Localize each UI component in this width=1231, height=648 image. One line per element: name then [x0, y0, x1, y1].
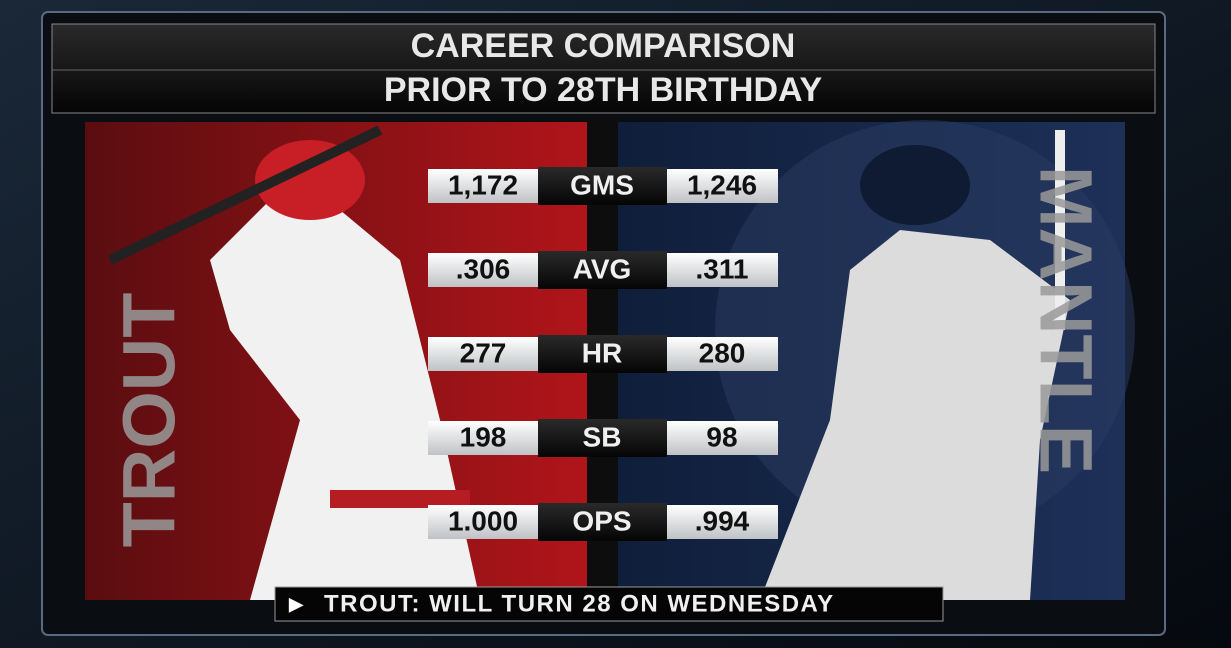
stat-box [538, 167, 667, 205]
right-value-box [667, 253, 778, 287]
right-player [760, 130, 1070, 600]
stat-label: OPS [572, 505, 631, 536]
right-value: .994 [695, 505, 750, 536]
ticker-text: TROUT: WILL TURN 28 ON WEDNESDAY [324, 590, 835, 617]
stat-label: AVG [573, 253, 632, 284]
ticker-bar [274, 586, 944, 622]
left-value-box [428, 253, 538, 287]
right-value: 98 [706, 421, 737, 452]
right-value-box [667, 505, 778, 539]
title: CAREER COMPARISON [411, 27, 796, 65]
stat-label: GMS [570, 169, 634, 200]
subtitle: PRIOR TO 28TH BIRTHDAY [384, 71, 823, 109]
left-value-box [428, 337, 538, 371]
right-value-box [667, 169, 778, 203]
left-value: 198 [460, 421, 507, 452]
left-value: 277 [460, 337, 507, 368]
stat-box [538, 335, 667, 373]
stat-box [538, 503, 667, 541]
left-value: 1,172 [448, 169, 518, 200]
left-value-box [428, 169, 538, 203]
right-value-box [667, 421, 778, 455]
ticker-marker: ▶ [288, 594, 304, 614]
right-value: 1,246 [687, 169, 757, 200]
right-value: 280 [699, 337, 746, 368]
stat-label: SB [583, 421, 622, 452]
left-value: 1.000 [448, 505, 518, 536]
left-value-box [428, 421, 538, 455]
left-value: .306 [456, 253, 511, 284]
stat-box [538, 419, 667, 457]
right-value-box [667, 337, 778, 371]
right-value: .311 [696, 253, 749, 284]
stat-box [538, 251, 667, 289]
left-value-box [428, 505, 538, 539]
right-player-name: MANTLE [1024, 166, 1107, 474]
left-player-name: TROUT [108, 293, 191, 548]
stat-label: HR [582, 337, 622, 368]
title-bar [51, 23, 1156, 114]
left-player [107, 125, 480, 600]
